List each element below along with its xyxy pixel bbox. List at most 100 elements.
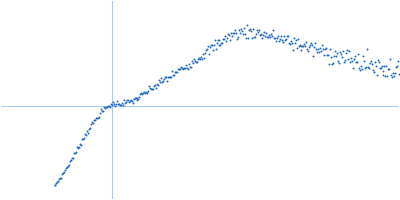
Point — [224, 36, 231, 39]
Point — [134, 97, 141, 100]
Point — [317, 46, 324, 49]
Point — [97, 111, 103, 114]
Point — [253, 32, 259, 35]
Point — [390, 71, 396, 75]
Point — [336, 61, 342, 64]
Point — [196, 56, 202, 59]
Point — [156, 79, 162, 82]
Point — [200, 57, 207, 60]
Point — [70, 156, 76, 160]
Point — [208, 44, 214, 47]
Point — [226, 33, 232, 36]
Point — [112, 102, 119, 105]
Point — [231, 32, 238, 35]
Point — [315, 47, 322, 50]
Point — [313, 47, 320, 51]
Point — [172, 70, 178, 73]
Point — [286, 42, 293, 45]
Point — [301, 42, 308, 46]
Point — [386, 68, 393, 71]
Point — [187, 65, 193, 68]
Point — [106, 104, 112, 108]
Point — [234, 37, 240, 41]
Point — [133, 99, 140, 102]
Point — [163, 76, 169, 79]
Point — [140, 92, 147, 95]
Point — [248, 30, 254, 33]
Point — [245, 36, 251, 40]
Point — [93, 116, 99, 119]
Point — [206, 53, 212, 56]
Point — [66, 163, 72, 166]
Point — [137, 92, 144, 96]
Point — [266, 34, 272, 37]
Point — [394, 64, 400, 67]
Point — [158, 77, 164, 80]
Point — [382, 74, 389, 77]
Point — [268, 32, 274, 36]
Point — [296, 43, 303, 46]
Point — [232, 28, 238, 32]
Point — [274, 36, 280, 39]
Point — [286, 41, 292, 44]
Point — [131, 97, 138, 100]
Point — [58, 176, 65, 180]
Point — [72, 151, 78, 154]
Point — [305, 50, 312, 53]
Point — [343, 52, 349, 55]
Point — [194, 60, 200, 63]
Point — [308, 41, 314, 44]
Point — [347, 61, 353, 64]
Point — [110, 101, 116, 104]
Point — [152, 84, 158, 87]
Point — [280, 40, 286, 43]
Point — [159, 81, 165, 84]
Point — [280, 35, 287, 38]
Point — [271, 36, 277, 39]
Point — [202, 52, 208, 55]
Point — [246, 28, 252, 31]
Point — [162, 75, 168, 79]
Point — [358, 64, 364, 67]
Point — [236, 29, 242, 32]
Point — [141, 91, 148, 94]
Point — [105, 105, 111, 108]
Point — [101, 105, 107, 108]
Point — [351, 57, 357, 61]
Point — [252, 35, 258, 38]
Point — [381, 64, 388, 68]
Point — [149, 87, 156, 90]
Point — [332, 50, 338, 53]
Point — [168, 75, 174, 78]
Point — [349, 59, 355, 62]
Point — [324, 54, 330, 57]
Point — [96, 115, 102, 118]
Point — [153, 86, 160, 90]
Point — [90, 121, 96, 124]
Point — [306, 46, 313, 49]
Point — [318, 49, 324, 53]
Point — [312, 41, 318, 44]
Point — [384, 75, 391, 78]
Point — [257, 33, 263, 36]
Point — [53, 182, 60, 185]
Point — [174, 70, 180, 73]
Point — [81, 136, 87, 139]
Point — [71, 152, 78, 155]
Point — [290, 48, 296, 52]
Point — [250, 27, 256, 30]
Point — [78, 143, 84, 146]
Point — [148, 88, 154, 91]
Point — [288, 41, 295, 44]
Point — [302, 44, 309, 47]
Point — [192, 60, 198, 63]
Point — [142, 91, 148, 95]
Point — [338, 53, 344, 56]
Point — [370, 68, 376, 72]
Point — [161, 78, 167, 81]
Point — [83, 134, 89, 137]
Point — [99, 109, 105, 112]
Point — [372, 61, 378, 64]
Point — [206, 46, 213, 49]
Point — [255, 30, 261, 33]
